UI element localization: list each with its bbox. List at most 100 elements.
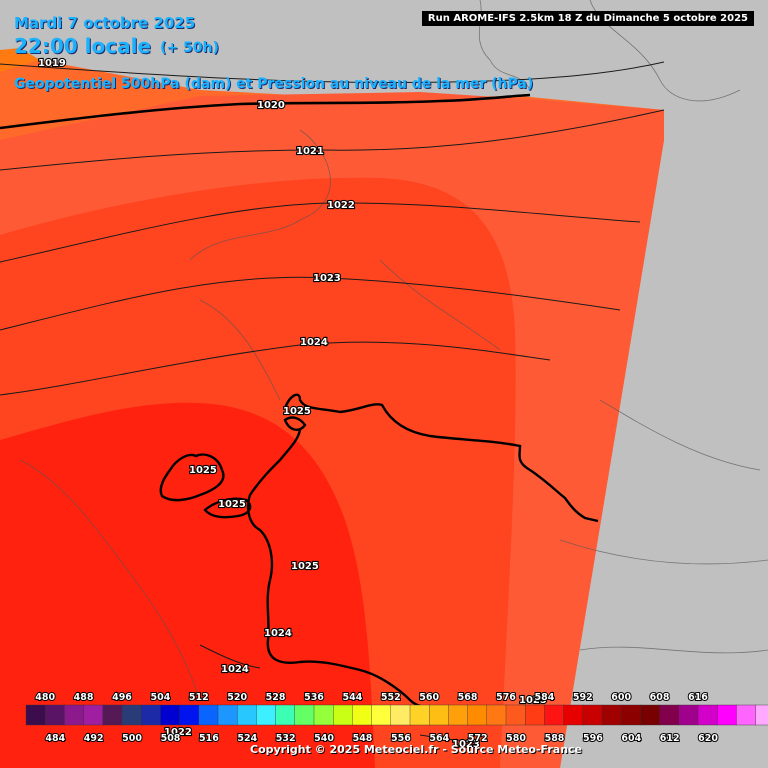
- legend-swatch: [601, 704, 622, 726]
- legend-swatch: [333, 704, 354, 726]
- legend-label-bottom: 548: [353, 733, 373, 744]
- legend-swatch: [505, 704, 526, 726]
- legend-label-top: 608: [650, 692, 670, 703]
- legend-swatch: [621, 704, 642, 726]
- coast-border-line: [283, 393, 599, 523]
- legend-label-top: 584: [534, 692, 554, 703]
- isobar-label: 1024: [300, 337, 328, 348]
- legend-label-top: 560: [419, 692, 439, 703]
- legend-label-top: 568: [458, 692, 478, 703]
- legend-swatch: [352, 704, 373, 726]
- forecast-date: Mardi 7 octobre 2025: [14, 14, 196, 32]
- legend-label-bottom: 604: [621, 733, 641, 744]
- legend-swatch: [102, 704, 123, 726]
- legend-swatch: [544, 704, 565, 726]
- field-580: [0, 402, 375, 768]
- legend-swatch: [755, 704, 768, 726]
- legend-swatch: [525, 704, 546, 726]
- legend-label-bottom: 580: [506, 733, 526, 744]
- legend-label-top: 536: [304, 692, 324, 703]
- coast-line-south: [246, 429, 433, 713]
- legend-swatch: [409, 704, 430, 726]
- legend-swatch: [256, 704, 277, 726]
- legend-label-bottom: 484: [45, 733, 65, 744]
- legend-label-top: 544: [342, 692, 362, 703]
- legend-swatch: [659, 704, 680, 726]
- legend-swatch: [45, 704, 66, 726]
- legend-label-top: 504: [150, 692, 170, 703]
- legend-swatch: [429, 704, 450, 726]
- legend-swatch: [140, 704, 161, 726]
- parameter-title: Geopotentiel 500hPa (dam) et Pression au…: [14, 76, 534, 92]
- legend-label-bottom: 564: [429, 733, 449, 744]
- legend-swatch: [736, 704, 757, 726]
- legend-label-bottom: 556: [391, 733, 411, 744]
- isobar-label: 1024: [264, 628, 292, 639]
- legend-label-bottom: 508: [161, 733, 181, 744]
- isobar-label: 1021: [296, 146, 324, 157]
- legend-label-bottom: 612: [660, 733, 680, 744]
- legend-label-top: 496: [112, 692, 132, 703]
- legend-label-top: 600: [611, 692, 631, 703]
- legend-swatch: [486, 704, 507, 726]
- field-568-corner: [0, 48, 40, 72]
- isobar-1020: [0, 93, 531, 130]
- legend-label-bottom: 524: [237, 733, 257, 744]
- legend-swatch: [236, 704, 257, 726]
- legend-swatch: [448, 704, 469, 726]
- isobar-label: 1025: [218, 499, 246, 510]
- legend-label-bottom: 620: [698, 733, 718, 744]
- legend-label-top: 480: [35, 692, 55, 703]
- legend-label-bottom: 540: [314, 733, 334, 744]
- isobar-label: 1023: [452, 739, 480, 750]
- isobar-label: 1025: [519, 695, 547, 706]
- legend-label-top: 576: [496, 692, 516, 703]
- legend-swatch: [563, 704, 584, 726]
- legend-label-bottom: 492: [84, 733, 104, 744]
- legend-label-top: 488: [74, 692, 94, 703]
- legend-label-bottom: 500: [122, 733, 142, 744]
- isobar-label: 1019: [38, 58, 66, 69]
- legend-label-top: 520: [227, 692, 247, 703]
- isobar-label: 1022: [164, 727, 192, 738]
- legend-label-bottom: 588: [545, 733, 565, 744]
- forecast-offset: (+ 50h): [160, 40, 219, 56]
- isobar-label: 1022: [327, 200, 355, 211]
- legend-swatch: [275, 704, 296, 726]
- isobar-label: 1020: [257, 100, 285, 111]
- legend-label-bottom: 532: [276, 733, 296, 744]
- isobar-label: 1025: [189, 465, 217, 476]
- island-2: [203, 497, 252, 519]
- legend-swatch: [160, 704, 181, 726]
- island-1: [159, 453, 225, 502]
- copyright-text: Copyright © 2025 Meteociel.fr - Source M…: [250, 743, 583, 756]
- legend-swatch: [198, 704, 219, 726]
- legend-label-top: 552: [381, 692, 401, 703]
- color-scale-legend: 480 488 496 504 512 520 528 536 544 552 560 568 576 5…: [25, 691, 768, 745]
- legend-label-top: 512: [189, 692, 209, 703]
- legend-label-bottom: 572: [468, 733, 488, 744]
- isobar-label: 1023: [313, 273, 341, 284]
- legend-swatch: [217, 704, 238, 726]
- run-info-badge: Run AROME-IFS 2.5km 18 Z du Dimanche 5 o…: [421, 11, 754, 26]
- legend-swatch: [678, 704, 699, 726]
- legend-swatch: [83, 704, 104, 726]
- legend-swatch: [121, 704, 142, 726]
- legend-swatch: [179, 704, 200, 726]
- legend-label-bottom: 596: [583, 733, 603, 744]
- isobar-lines: [0, 61, 665, 741]
- legend-label-top: 528: [266, 692, 286, 703]
- island-3: [283, 416, 307, 431]
- isobar-label: 1024: [221, 664, 249, 675]
- legend-swatch: [64, 704, 85, 726]
- legend-swatch: [313, 704, 334, 726]
- legend-swatch: [390, 704, 411, 726]
- legend-swatch: [371, 704, 392, 726]
- isobar-label: 1025: [283, 406, 311, 417]
- legend-swatch: [25, 704, 46, 726]
- legend-label-top: 592: [573, 692, 593, 703]
- legend-swatch: [640, 704, 661, 726]
- local-time: 22:00 locale: [14, 34, 151, 58]
